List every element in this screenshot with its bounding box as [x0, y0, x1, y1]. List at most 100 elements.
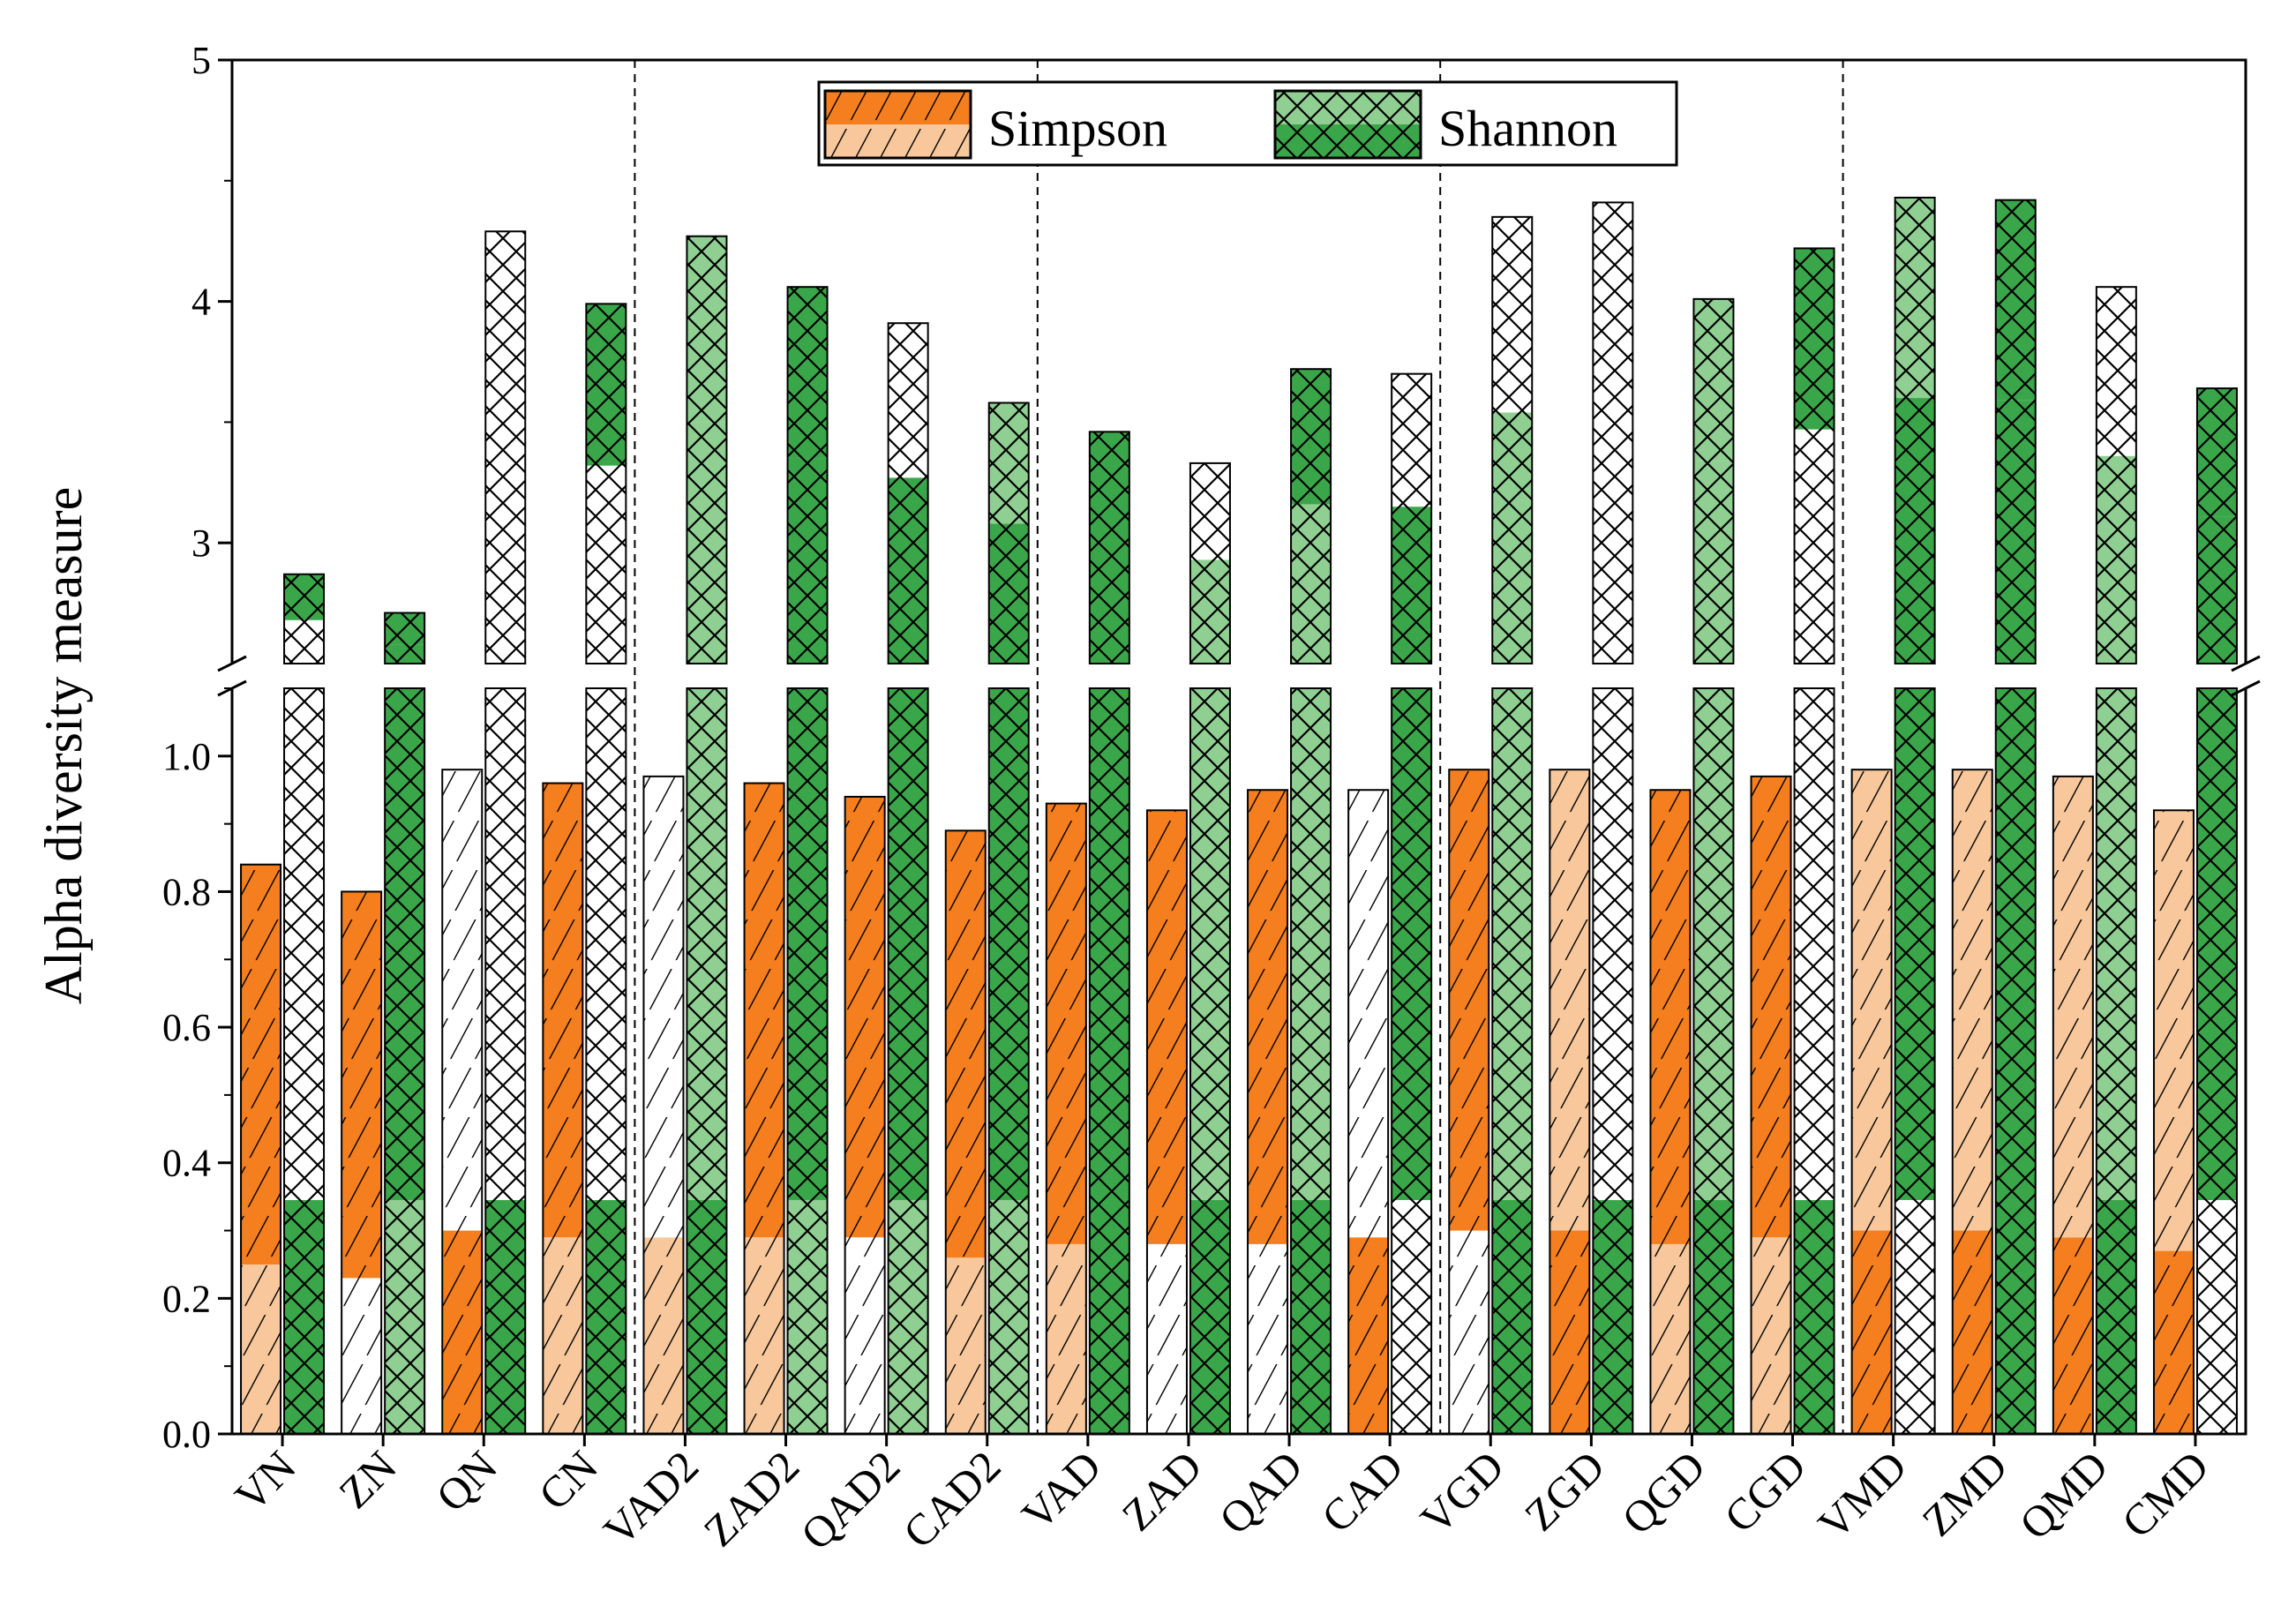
- x-tick-label-vad: VAD: [1012, 1441, 1111, 1540]
- axis-ticks: 0.0 0.2 0.4 0.6 0.8 1.0 3 4 5: [162, 39, 232, 1456]
- x-tick-label-vmd: VMD: [1808, 1441, 1916, 1549]
- bar-group-vgd: VGD: [1411, 215, 1534, 1543]
- shannon-bar-upper-hatch: [485, 231, 526, 664]
- x-tick-label-cmd: CMD: [2112, 1441, 2218, 1547]
- shannon-bar-upper-hatch: [787, 287, 828, 664]
- shannon-bar-cn: [585, 303, 627, 664]
- shannon-bar-upper-hatch: [385, 612, 425, 664]
- shannon-bar-qgd: [1692, 297, 1735, 664]
- legend-swatch-simpson-outline: [823, 89, 972, 160]
- simpson-bar-hatch: [1751, 776, 1791, 1434]
- x-tick-label-vad2: VAD2: [594, 1441, 708, 1555]
- shannon-bar-vn: [283, 573, 326, 665]
- y-tick-label: 0.0: [162, 1413, 211, 1456]
- simpson-bar-hatch: [442, 769, 483, 1434]
- shannon-bar-vad2: [686, 235, 728, 664]
- bar-group-vad: VAD: [1012, 431, 1130, 1540]
- simpson-bar-hatch: [241, 864, 281, 1434]
- y-tick-label: 3: [191, 522, 211, 565]
- x-tick-label-qn: QN: [426, 1441, 506, 1521]
- shannon-bar-upper-hatch: [1492, 216, 1533, 664]
- shannon-bar-hatch: [1089, 688, 1129, 1434]
- shannon-bar-vgd: [1491, 215, 1534, 664]
- y-tick-label: 0.6: [162, 1006, 211, 1049]
- shannon-bar-upper-hatch: [1995, 199, 2036, 664]
- shannon-bar-hatch: [1189, 688, 1230, 1434]
- simpson-bar-hatch: [2153, 810, 2194, 1434]
- shannon-bar-zn: [384, 612, 426, 665]
- shannon-bar-qad: [1290, 368, 1332, 664]
- x-tick-label-zn: ZN: [329, 1441, 406, 1518]
- shannon-bar-upper-hatch: [284, 574, 325, 664]
- y-tick-label: 0.4: [162, 1142, 211, 1185]
- shannon-bar-qmd: [2095, 286, 2137, 664]
- shannon-bar-hatch: [687, 688, 727, 1434]
- shannon-bar-zmd: [1994, 199, 2037, 665]
- shannon-bar-vad: [1088, 431, 1130, 664]
- x-tick-label-zgd: ZGD: [1515, 1441, 1614, 1540]
- simpson-bar-hatch: [1952, 769, 1992, 1434]
- simpson-bar-hatch: [1549, 769, 1590, 1434]
- simpson-bar-hatch: [844, 796, 885, 1434]
- bar-group-zad: ZAD: [1112, 462, 1231, 1540]
- x-tick-label-cn: CN: [529, 1441, 607, 1520]
- shannon-bar-hatch: [888, 688, 928, 1434]
- axis-break-mark: [2231, 655, 2261, 672]
- shannon-bar-upper-hatch: [888, 323, 928, 664]
- shannon-bar-hatch: [787, 688, 828, 1434]
- simpson-bar-hatch: [341, 891, 382, 1434]
- shannon-bar-hatch: [1693, 688, 1734, 1434]
- simpson-bar-hatch: [1650, 790, 1691, 1434]
- upper-panel-frame: [230, 58, 2247, 664]
- x-tick-label-zad: ZAD: [1112, 1441, 1211, 1540]
- shannon-bar-upper-hatch: [988, 402, 1029, 664]
- x-tick-label-vgd: VGD: [1411, 1441, 1513, 1543]
- x-tick-label-zmd: ZMD: [1912, 1441, 2016, 1545]
- bar-group-zgd: ZGD: [1515, 201, 1634, 1540]
- bar-group-vn: VN: [225, 573, 326, 1521]
- shannon-bar-hatch: [988, 688, 1029, 1434]
- x-tick-label-qmd: QMD: [2010, 1441, 2118, 1549]
- legend-swatch-shannon-hatch: [1275, 91, 1421, 158]
- shannon-bar-cmd: [2195, 387, 2238, 664]
- bar-group-zmd: ZMD: [1912, 199, 2037, 1545]
- shannon-bar-upper-hatch: [1392, 373, 1432, 664]
- shannon-bar-qn: [484, 230, 527, 664]
- shannon-bar-hatch: [2196, 688, 2237, 1434]
- axes-frame: [217, 58, 2261, 1436]
- y-tick-label: 0.2: [162, 1277, 211, 1320]
- shannon-bar-zgd: [1592, 201, 1634, 664]
- shannon-bar-zad2: [786, 286, 829, 664]
- bar-group-zad2: ZAD2: [694, 286, 829, 1556]
- bar-group-qad: QAD: [1210, 368, 1332, 1543]
- shannon-bar-upper-hatch: [1794, 248, 1835, 664]
- simpson-bar-hatch: [643, 776, 684, 1434]
- shannon-bar-hatch: [284, 688, 325, 1434]
- shannon-bar-hatch: [1392, 688, 1432, 1434]
- x-tick-label-cgd: CGD: [1714, 1441, 1815, 1542]
- legend-swatch-shannon-outline: [1273, 89, 1422, 160]
- shannon-bar-upper-hatch: [687, 236, 727, 664]
- bar-group-qad2: QAD2: [792, 322, 929, 1559]
- simpson-bar-hatch: [2052, 776, 2093, 1434]
- x-tick-label-qgd: QGD: [1612, 1441, 1714, 1543]
- simpson-bar-hatch: [945, 830, 986, 1434]
- shannon-bar-hatch: [1895, 688, 1935, 1434]
- shannon-bar-upper-hatch: [586, 304, 627, 664]
- x-tick-label-vn: VN: [225, 1441, 305, 1521]
- shannon-bar-upper-hatch: [1089, 432, 1129, 664]
- shannon-bar-upper-hatch: [2196, 388, 2237, 664]
- shannon-bar-upper-hatch: [1693, 298, 1734, 664]
- shannon-bar-cgd: [1793, 247, 1835, 664]
- shannon-bar-upper-hatch: [1189, 462, 1230, 664]
- shannon-bar-hatch: [2096, 688, 2136, 1434]
- shannon-bar-hatch: [1291, 688, 1332, 1434]
- legend-label-simpson: Simpson: [988, 100, 1167, 157]
- lower-panel-frame: [230, 688, 2247, 1436]
- legend-swatch-simpson-hatch: [825, 91, 971, 158]
- y-tick-label: 5: [191, 39, 211, 82]
- x-tick-label-zad2: ZAD2: [694, 1441, 808, 1556]
- simpson-bar-hatch: [1449, 769, 1489, 1434]
